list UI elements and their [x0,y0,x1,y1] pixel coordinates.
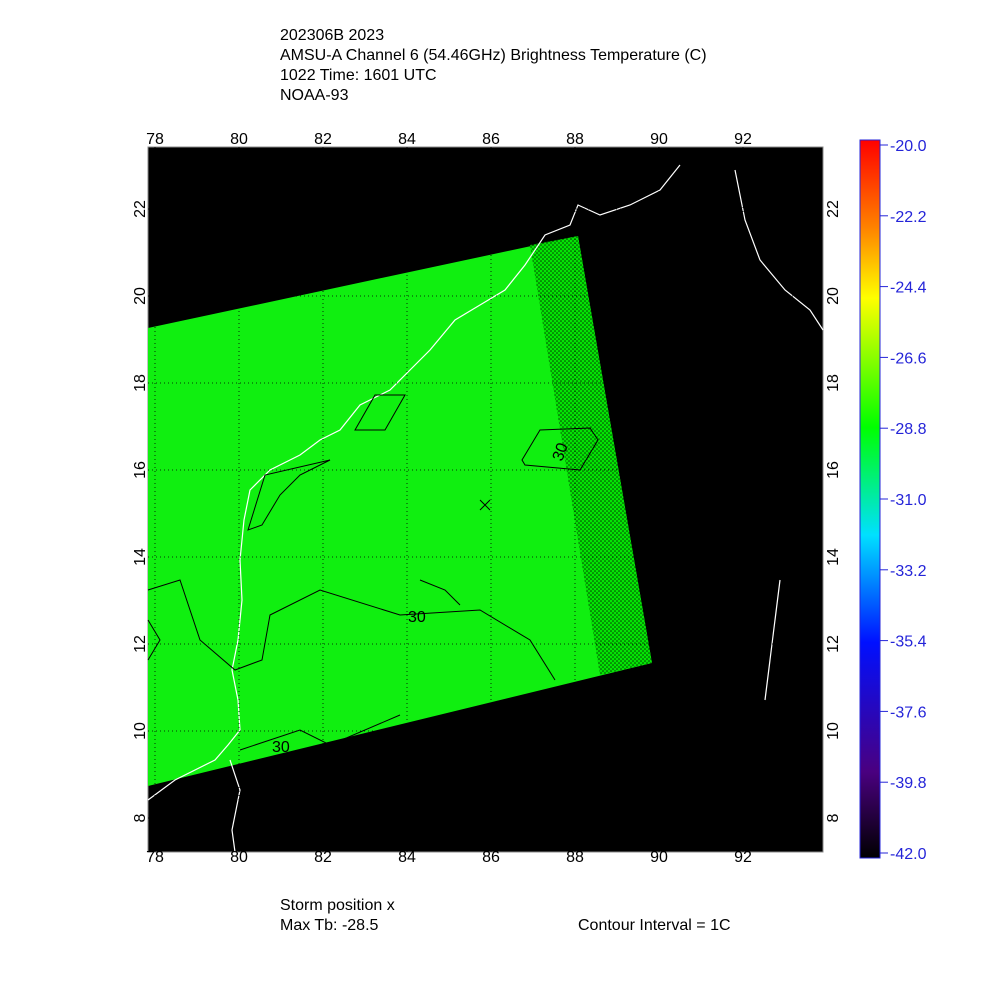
lat-label-left: 12 [132,635,149,653]
colorbar-label: -35.4 [890,634,927,651]
storm-position-text: Storm position x [280,897,395,914]
lat-label-left: 22 [132,200,149,218]
lat-label-left: 10 [132,722,149,740]
header-line: AMSU-A Channel 6 (54.46GHz) Brightness T… [280,47,707,64]
contour-interval: Contour Interval = 1C [578,917,731,934]
lon-label-top: 78 [146,131,164,148]
lon-label-top: 84 [398,131,416,148]
colorbar [859,139,881,859]
lat-label-right: 10 [825,722,842,740]
header-line: NOAA-93 [280,87,349,104]
storm-position [479,499,491,511]
colorbar-label: -26.6 [890,350,927,367]
lon-label-top: 88 [566,131,584,148]
lon-label-top: 80 [230,131,248,148]
lat-label-right: 14 [825,548,842,566]
lat-label-left: 20 [132,287,149,305]
colorbar-label: -42.0 [890,846,927,863]
header-line: 202306B 2023 [280,27,384,44]
lon-label-top: 82 [314,131,332,148]
lat-label-left: 8 [132,813,149,822]
colorbar-label: -24.4 [890,280,927,297]
lat-label-left: 18 [132,374,149,392]
lat-label-right: 20 [825,287,842,305]
colorbar-label: -22.2 [890,209,927,226]
lat-label-right: 12 [825,635,842,653]
colorbar-label: -20.0 [890,138,927,155]
contour-label: 30 [408,609,426,626]
lon-label-bottom: 86 [482,849,500,866]
lat-label-left: 16 [132,461,149,479]
lat-label-right: 18 [825,374,842,392]
lon-label-top: 86 [482,131,500,148]
contour-label: 30 [550,441,572,464]
lon-label-bottom: 88 [566,849,584,866]
swath [148,236,652,786]
lat-label-right: 16 [825,461,842,479]
swath-edge [530,236,652,675]
colorbar-label: -28.8 [890,421,927,438]
graticule [148,147,823,852]
lon-label-bottom: 80 [230,849,248,866]
colorbar-label: -31.0 [890,492,927,509]
colorbar-label: -39.8 [890,775,927,792]
lon-label-top: 90 [650,131,668,148]
colorbar-label: -33.2 [890,563,927,580]
contours [147,394,599,751]
lon-label-top: 92 [734,131,752,148]
lon-label-bottom: 92 [734,849,752,866]
lat-label-right: 8 [825,813,842,822]
lon-label-bottom: 90 [650,849,668,866]
header-line: 1022 Time: 1601 UTC [280,67,437,84]
lon-label-bottom: 82 [314,849,332,866]
lon-label-bottom: 84 [398,849,416,866]
colorbar-label: -37.6 [890,704,927,721]
lon-label-bottom: 78 [146,849,164,866]
lat-label-right: 22 [825,200,842,218]
contour-label: 30 [272,739,290,756]
lat-label-left: 14 [132,548,149,566]
max-tb: Max Tb: -28.5 [280,917,379,934]
